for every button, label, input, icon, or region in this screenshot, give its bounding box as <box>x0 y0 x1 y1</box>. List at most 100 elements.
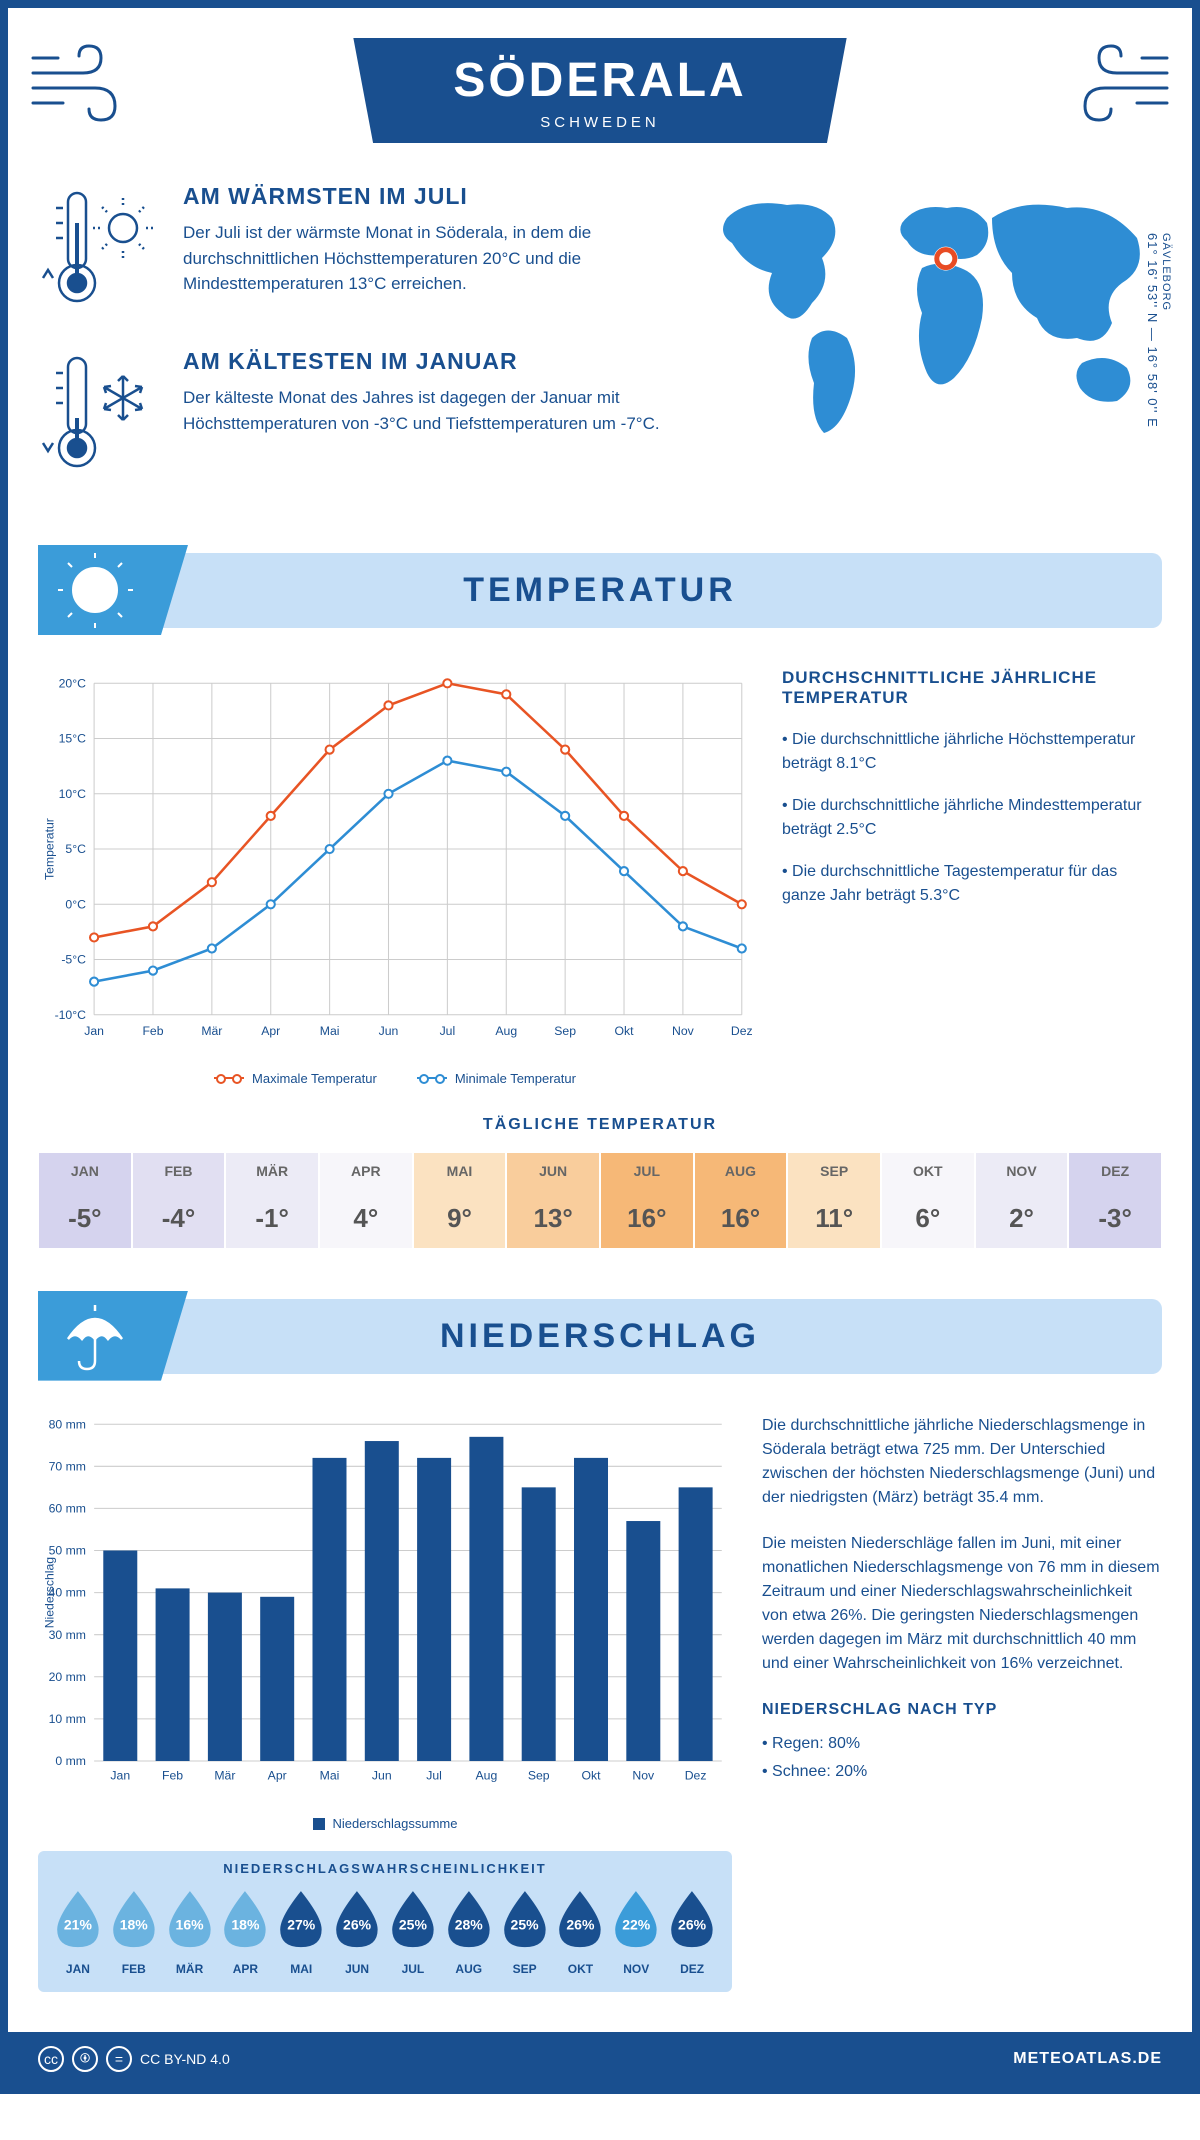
svg-text:Jul: Jul <box>426 1768 442 1782</box>
prob-cell: 25%JUL <box>387 1888 439 1975</box>
svg-text:Okt: Okt <box>615 1024 635 1038</box>
daily-temp-title: TÄGLICHE TEMPERATUR <box>38 1116 1162 1134</box>
svg-text:Apr: Apr <box>268 1768 287 1782</box>
prob-cell: 16%MÄR <box>164 1888 216 1975</box>
prob-cell: 18%FEB <box>108 1888 160 1975</box>
precip-text-2: Die meisten Niederschläge fallen im Juni… <box>762 1532 1162 1676</box>
svg-text:20°C: 20°C <box>59 676 86 690</box>
daily-value: 16° <box>601 1189 693 1248</box>
daily-month: NOV <box>976 1153 1068 1189</box>
daily-month: OKT <box>882 1153 974 1189</box>
svg-text:Niederschlag: Niederschlag <box>42 1556 56 1628</box>
prob-cell: 21%JAN <box>52 1888 104 1975</box>
svg-text:50 mm: 50 mm <box>49 1543 86 1557</box>
svg-text:0°C: 0°C <box>65 897 86 911</box>
svg-text:Aug: Aug <box>495 1024 517 1038</box>
svg-text:Aug: Aug <box>476 1768 498 1782</box>
svg-text:Dez: Dez <box>731 1024 752 1038</box>
svg-text:10 mm: 10 mm <box>49 1712 86 1726</box>
thermometer-snow-icon <box>38 348 163 483</box>
thermometer-sun-icon <box>38 183 163 318</box>
svg-text:Mär: Mär <box>214 1768 235 1782</box>
daily-value: 6° <box>882 1189 974 1248</box>
daily-month: DEZ <box>1069 1153 1161 1189</box>
coldest-title: AM KÄLTESTEN IM JANUAR <box>183 348 662 375</box>
svg-text:Sep: Sep <box>554 1024 576 1038</box>
coldest-text: Der kälteste Monat des Jahres ist dagege… <box>183 385 662 436</box>
precip-type-line: • Schnee: 20% <box>762 1760 1162 1784</box>
daily-month: MÄR <box>226 1153 318 1189</box>
svg-text:Feb: Feb <box>162 1768 183 1782</box>
daily-value: -4° <box>133 1189 225 1248</box>
svg-text:80 mm: 80 mm <box>49 1417 86 1431</box>
precip-bar-chart: 0 mm10 mm20 mm30 mm40 mm50 mm60 mm70 mm8… <box>38 1414 732 1832</box>
daily-temp-table: JAN-5°FEB-4°MÄR-1°APR4°MAI9°JUN13°JUL16°… <box>38 1152 1162 1249</box>
svg-text:30 mm: 30 mm <box>49 1627 86 1641</box>
cc-icon: cc <box>38 2046 64 2072</box>
prob-cell: 28%AUG <box>443 1888 495 1975</box>
temp-stat-line: • Die durchschnittliche Tagestemperatur … <box>782 860 1162 908</box>
prob-cell: 22%NOV <box>610 1888 662 1975</box>
daily-month: JUL <box>601 1153 693 1189</box>
legend-high: Maximale Temperatur <box>252 1071 377 1086</box>
svg-text:Mai: Mai <box>320 1768 340 1782</box>
temp-title: TEMPERATUR <box>38 571 1162 610</box>
prob-cell: 27%MAI <box>275 1888 327 1975</box>
license-text: CC BY-ND 4.0 <box>140 2051 230 2067</box>
daily-value: -1° <box>226 1189 318 1248</box>
svg-text:5°C: 5°C <box>65 842 86 856</box>
header: SÖDERALA SCHWEDEN <box>38 38 1162 143</box>
svg-text:Okt: Okt <box>581 1768 601 1782</box>
daily-value: -3° <box>1069 1189 1161 1248</box>
svg-text:Jan: Jan <box>84 1024 104 1038</box>
daily-month: JUN <box>507 1153 599 1189</box>
map-coords: 61° 16' 53'' N — 16° 58' 0'' E <box>1145 233 1160 428</box>
prob-cell: 26%DEZ <box>666 1888 718 1975</box>
precip-probability-box: NIEDERSCHLAGSWAHRSCHEINLICHKEIT 21%JAN18… <box>38 1851 732 1991</box>
site-name: METEOATLAS.DE <box>1013 2050 1162 2068</box>
daily-value: 16° <box>695 1189 787 1248</box>
daily-month: MAI <box>414 1153 506 1189</box>
svg-text:Apr: Apr <box>261 1024 280 1038</box>
svg-text:10°C: 10°C <box>59 787 86 801</box>
warmest-block: AM WÄRMSTEN IM JULI Der Juli ist der wär… <box>38 183 662 318</box>
prob-cell: 26%JUN <box>331 1888 383 1975</box>
svg-text:15°C: 15°C <box>59 732 86 746</box>
by-icon: 🅯 <box>72 2046 98 2072</box>
svg-text:Temperatur: Temperatur <box>42 818 56 880</box>
daily-month: AUG <box>695 1153 787 1189</box>
daily-value: 11° <box>788 1189 880 1248</box>
svg-text:20 mm: 20 mm <box>49 1669 86 1683</box>
daily-value: -5° <box>39 1189 131 1248</box>
nd-icon: = <box>106 2046 132 2072</box>
world-map: GÄVLEBORG 61° 16' 53'' N — 16° 58' 0'' E <box>692 183 1162 513</box>
svg-text:70 mm: 70 mm <box>49 1459 86 1473</box>
precip-type-title: NIEDERSCHLAG NACH TYP <box>762 1698 1162 1722</box>
prob-title: NIEDERSCHLAGSWAHRSCHEINLICHKEIT <box>52 1861 718 1876</box>
svg-text:Dez: Dez <box>685 1768 707 1782</box>
wind-icon <box>28 33 148 123</box>
legend-low: Minimale Temperatur <box>455 1071 576 1086</box>
daily-value: 13° <box>507 1189 599 1248</box>
svg-text:Mär: Mär <box>201 1024 222 1038</box>
svg-text:Sep: Sep <box>528 1768 550 1782</box>
page-subtitle: SCHWEDEN <box>453 114 746 131</box>
svg-text:Jul: Jul <box>440 1024 456 1038</box>
svg-text:Nov: Nov <box>632 1768 655 1782</box>
svg-text:Jun: Jun <box>379 1024 399 1038</box>
daily-month: SEP <box>788 1153 880 1189</box>
prob-cell: 18%APR <box>219 1888 271 1975</box>
temp-stat-line: • Die durchschnittliche jährliche Höchst… <box>782 728 1162 776</box>
svg-text:Jun: Jun <box>372 1768 392 1782</box>
daily-value: 2° <box>976 1189 1068 1248</box>
temp-stat-line: • Die durchschnittliche jährliche Mindes… <box>782 794 1162 842</box>
warmest-title: AM WÄRMSTEN IM JULI <box>183 183 662 210</box>
sun-icon <box>38 545 188 635</box>
svg-text:-10°C: -10°C <box>55 1008 87 1022</box>
precip-legend: Niederschlagssumme <box>333 1816 458 1831</box>
umbrella-icon <box>38 1291 188 1381</box>
temp-line-chart: -10°C-5°C0°C5°C10°C15°C20°CJanFebMärAprM… <box>38 668 752 1086</box>
svg-text:60 mm: 60 mm <box>49 1501 86 1515</box>
svg-text:Nov: Nov <box>672 1024 695 1038</box>
coldest-block: AM KÄLTESTEN IM JANUAR Der kälteste Mona… <box>38 348 662 483</box>
